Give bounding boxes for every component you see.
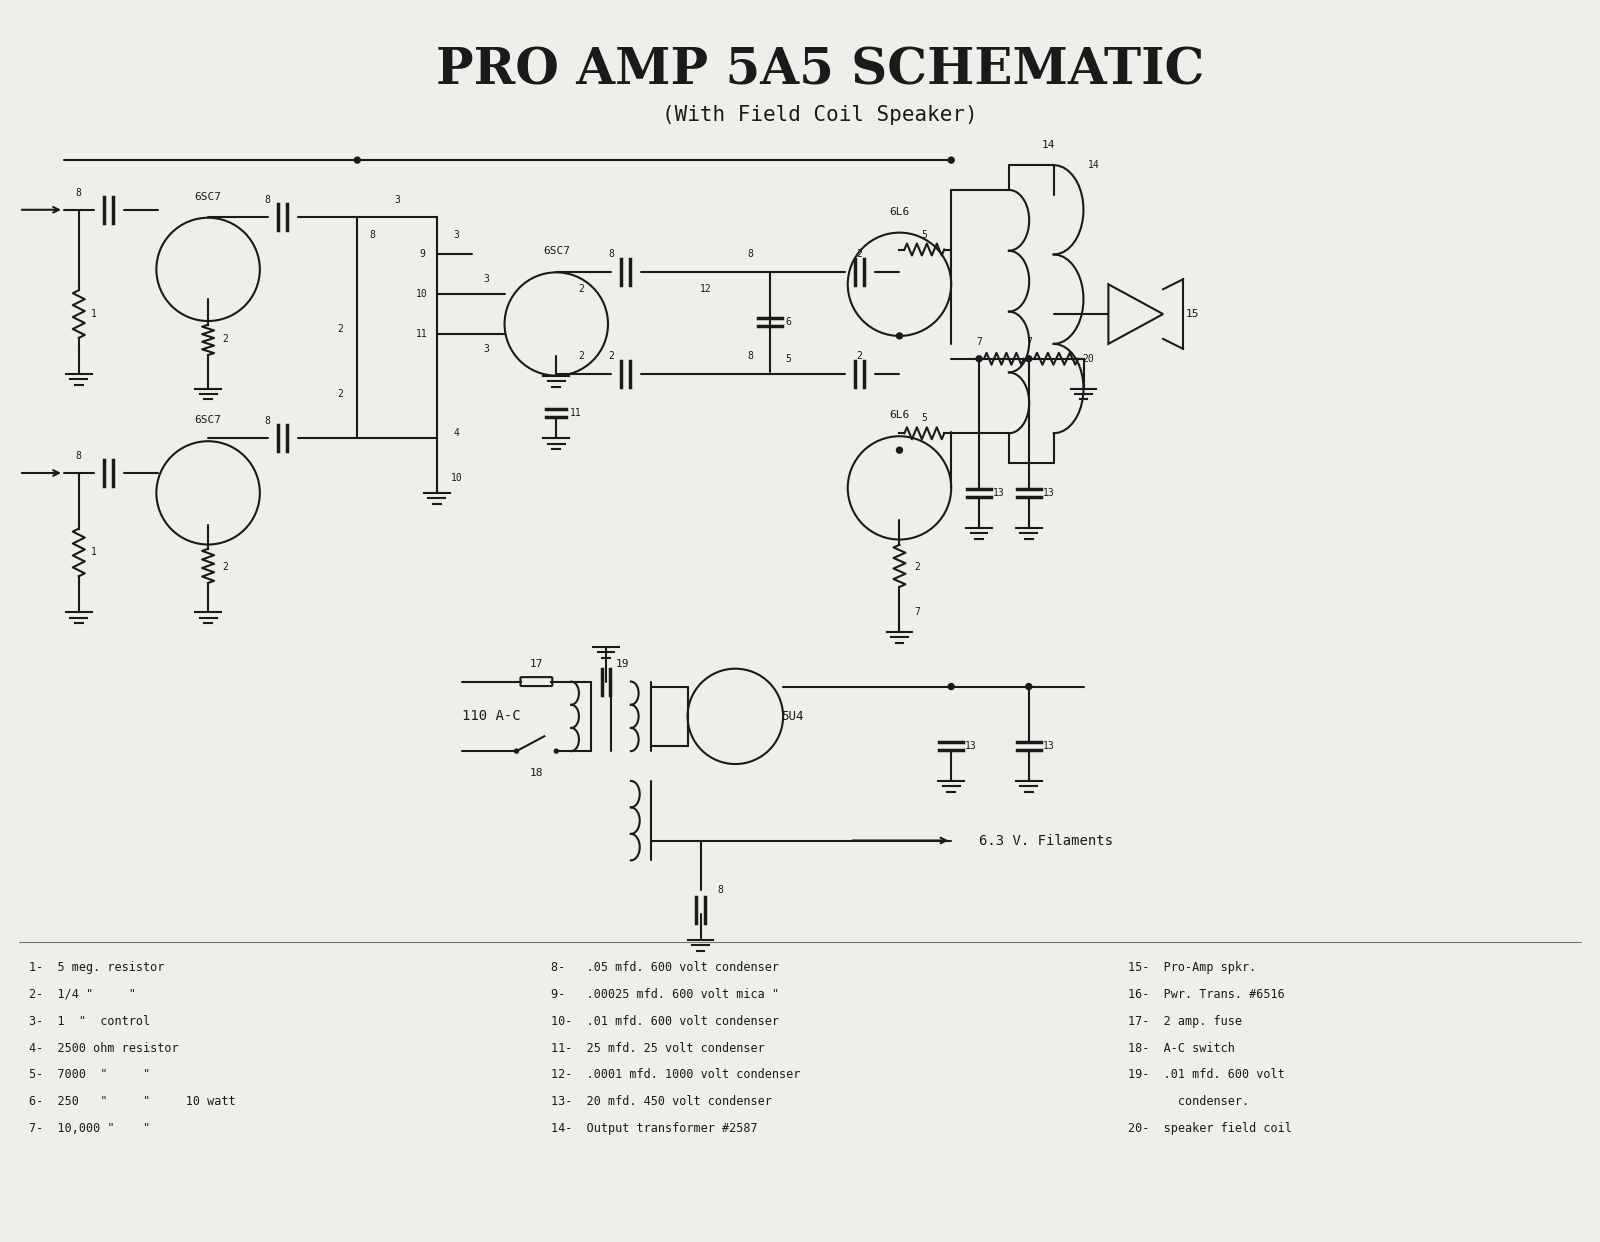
Text: 8: 8 [608,250,614,260]
Text: 3: 3 [454,230,459,240]
Text: 17: 17 [530,658,542,668]
Text: 4: 4 [454,428,459,438]
Circle shape [1026,355,1032,361]
Text: 2-  1/4 "     ": 2- 1/4 " " [29,987,136,1001]
Text: 11: 11 [416,329,427,339]
Text: 3: 3 [394,195,400,205]
Text: 11-  25 mfd. 25 volt condenser: 11- 25 mfd. 25 volt condenser [552,1042,765,1054]
Text: 3: 3 [483,344,490,354]
Text: 20: 20 [1083,354,1094,364]
Text: 5: 5 [922,414,928,424]
Text: 2: 2 [608,350,614,360]
Text: 2: 2 [915,563,920,573]
Text: 2: 2 [338,324,344,334]
Text: 19: 19 [616,658,630,668]
Text: 6-  250   "     "     10 watt: 6- 250 " " 10 watt [29,1095,235,1108]
Circle shape [354,158,360,163]
Text: 14: 14 [1088,160,1099,170]
Circle shape [949,683,954,689]
Text: 13-  20 mfd. 450 volt condenser: 13- 20 mfd. 450 volt condenser [552,1095,773,1108]
Text: 2: 2 [856,250,862,260]
Text: 13: 13 [965,741,978,751]
Text: 8: 8 [747,350,754,360]
Text: 5U4: 5U4 [781,710,803,723]
Text: 14-  Output transformer #2587: 14- Output transformer #2587 [552,1122,758,1135]
Text: 5: 5 [786,354,790,364]
Text: 11: 11 [570,409,582,419]
Text: 8: 8 [747,250,754,260]
Text: 7: 7 [915,607,920,617]
Text: 6.3 V. Filaments: 6.3 V. Filaments [979,833,1114,847]
Text: 1: 1 [91,548,96,558]
Text: 8: 8 [266,195,270,205]
Text: 110 A-C: 110 A-C [462,709,520,723]
Text: 2: 2 [856,350,862,360]
Circle shape [515,749,518,753]
Circle shape [554,749,558,753]
Circle shape [976,355,982,361]
Text: 9: 9 [419,250,426,260]
Text: 2: 2 [222,334,227,344]
Text: 6SC7: 6SC7 [195,191,221,202]
Text: 8-   .05 mfd. 600 volt condenser: 8- .05 mfd. 600 volt condenser [552,961,779,974]
Text: 13: 13 [1043,488,1054,498]
Text: 5-  7000  "     ": 5- 7000 " " [29,1068,150,1082]
Text: 18-  A-C switch: 18- A-C switch [1128,1042,1235,1054]
Text: 15-  Pro-Amp spkr.: 15- Pro-Amp spkr. [1128,961,1256,974]
Circle shape [949,158,954,163]
Text: 8: 8 [370,230,374,240]
Text: 6L6: 6L6 [890,410,910,420]
Text: 4-  2500 ohm resistor: 4- 2500 ohm resistor [29,1042,179,1054]
Circle shape [1026,683,1032,689]
Text: 12: 12 [699,284,712,294]
Text: 14: 14 [1042,140,1056,150]
Text: condenser.: condenser. [1128,1095,1250,1108]
Text: 13: 13 [1043,741,1054,751]
Text: 6: 6 [786,317,790,327]
Circle shape [896,333,902,339]
Text: 2: 2 [222,563,227,573]
Text: 5: 5 [922,230,928,240]
Text: 15: 15 [1186,309,1200,319]
Text: 7: 7 [976,337,982,347]
Text: 2: 2 [338,389,344,399]
Text: 18: 18 [530,768,542,777]
Text: 3: 3 [483,274,490,284]
Text: PRO AMP 5A5 SCHEMATIC: PRO AMP 5A5 SCHEMATIC [435,46,1205,96]
Text: 12-  .0001 mfd. 1000 volt condenser: 12- .0001 mfd. 1000 volt condenser [552,1068,800,1082]
Text: 2: 2 [578,284,584,294]
Text: 7-  10,000 "    ": 7- 10,000 " " [29,1122,150,1135]
Text: 3-  1  "  control: 3- 1 " control [29,1015,150,1028]
Text: 8: 8 [75,451,82,461]
Text: 10-  .01 mfd. 600 volt condenser: 10- .01 mfd. 600 volt condenser [552,1015,779,1028]
Text: 6SC7: 6SC7 [195,415,221,425]
Text: 8: 8 [717,886,723,895]
Text: (With Field Coil Speaker): (With Field Coil Speaker) [662,106,978,125]
Text: 6L6: 6L6 [890,206,910,217]
Text: 9-   .00025 mfd. 600 volt mica ": 9- .00025 mfd. 600 volt mica " [552,987,779,1001]
Text: 2: 2 [578,350,584,360]
Text: 17-  2 amp. fuse: 17- 2 amp. fuse [1128,1015,1242,1028]
Text: 20-  speaker field coil: 20- speaker field coil [1128,1122,1293,1135]
Text: 16-  Pwr. Trans. #6516: 16- Pwr. Trans. #6516 [1128,987,1285,1001]
Text: 13: 13 [994,488,1005,498]
Text: 8: 8 [266,416,270,426]
Text: 7: 7 [1026,337,1032,347]
Circle shape [896,447,902,453]
Text: 10: 10 [416,289,427,299]
Text: 1-  5 meg. resistor: 1- 5 meg. resistor [29,961,165,974]
Text: 19-  .01 mfd. 600 volt: 19- .01 mfd. 600 volt [1128,1068,1285,1082]
Text: 8: 8 [75,188,82,197]
Text: 6SC7: 6SC7 [542,246,570,257]
Text: 10: 10 [451,473,462,483]
Text: 1: 1 [91,309,96,319]
